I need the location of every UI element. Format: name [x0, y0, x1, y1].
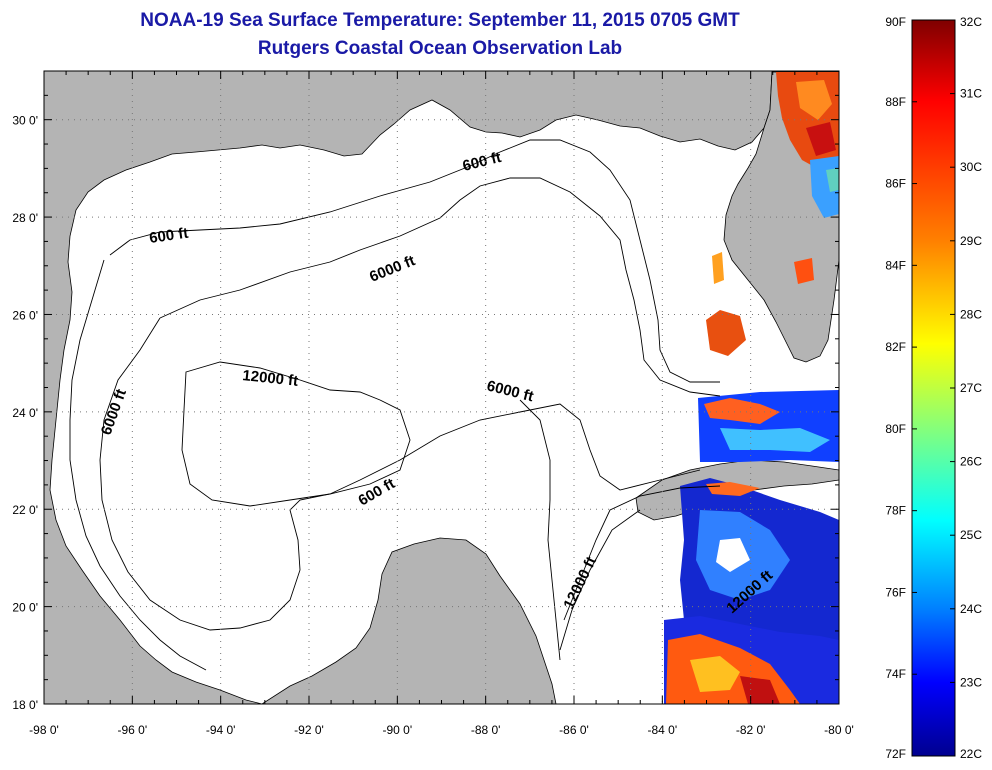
contour-label: 600 ft — [148, 225, 189, 247]
colorbar-c-label: 23C — [960, 675, 982, 689]
colorbar-c-label: 31C — [960, 87, 982, 101]
longitude-labels: -98 0' -96 0' -94 0' -92 0' -90 0' -88 0' -86 … — [29, 723, 854, 737]
colorbar-f-label: 86F — [885, 177, 906, 191]
colorbar-f-label: 76F — [885, 585, 906, 599]
lon-tick-label: -92 0' — [294, 723, 324, 737]
colorbar — [911, 19, 956, 757]
colorbar-c-label: 25C — [960, 528, 982, 542]
colorbar-f-label: 74F — [885, 667, 906, 681]
colorbar-f-label: 84F — [885, 258, 906, 272]
lon-tick-label: -84 0' — [648, 723, 678, 737]
colorbar-fahrenheit-labels: 90F 88F 86F 84F 82F 80F 78F 76F 74F 72F — [885, 15, 917, 761]
colorbar-c-label: 30C — [960, 160, 982, 174]
lat-tick-label: 26 0' — [12, 308, 38, 322]
contour-label: 12000 ft — [242, 367, 299, 390]
colorbar-c-label: 28C — [960, 307, 982, 321]
lat-tick-label: 22 0' — [12, 503, 38, 517]
lon-tick-label: -88 0' — [471, 723, 501, 737]
colorbar-f-label: 82F — [885, 340, 906, 354]
lat-tick-label: 24 0' — [12, 406, 38, 420]
colorbar-f-label: 88F — [885, 95, 906, 109]
lon-tick-label: -82 0' — [736, 723, 766, 737]
sst-data — [664, 72, 839, 704]
colorbar-celsius-labels: 32C 31C 30C 29C 28C 27C 26C 25C 24C 23C 22C — [950, 15, 982, 761]
colorbar-c-label: 27C — [960, 381, 982, 395]
latitude-labels: 18 0' 20 0' 22 0' 24 0' 26 0' 28 0' 30 0' — [12, 114, 38, 712]
bathymetry-contours — [69, 139, 721, 671]
colorbar-c-label: 32C — [960, 15, 982, 29]
lat-tick-label: 20 0' — [12, 601, 38, 615]
land-us-mexico — [44, 71, 839, 704]
lat-tick-label: 18 0' — [12, 698, 38, 712]
colorbar-f-label: 72F — [885, 747, 906, 761]
lat-tick-label: 28 0' — [12, 211, 38, 225]
map-title: NOAA-19 Sea Surface Temperature: Septemb… — [140, 10, 740, 31]
colorbar-c-label: 24C — [960, 602, 982, 616]
lat-tick-label: 30 0' — [12, 114, 38, 128]
lon-tick-label: -90 0' — [383, 723, 413, 737]
land-yucatan — [261, 537, 557, 704]
colorbar-f-label: 78F — [885, 504, 906, 518]
colorbar-f-label: 90F — [885, 15, 906, 29]
map-subtitle: Rutgers Coastal Ocean Observation Lab — [257, 38, 623, 59]
colorbar-c-label: 26C — [960, 455, 982, 469]
lon-tick-label: -86 0' — [559, 723, 589, 737]
colorbar-c-label: 29C — [960, 234, 982, 248]
lon-tick-label: -98 0' — [29, 723, 59, 737]
lon-tick-label: -80 0' — [824, 723, 854, 737]
colorbar-f-label: 80F — [885, 422, 906, 436]
colorbar-c-label: 22C — [960, 747, 982, 761]
axis-ticks — [43, 70, 840, 705]
lon-tick-label: -94 0' — [206, 723, 236, 737]
lon-tick-label: -96 0' — [118, 723, 148, 737]
graticule — [44, 71, 839, 704]
map-frame — [43, 70, 840, 705]
